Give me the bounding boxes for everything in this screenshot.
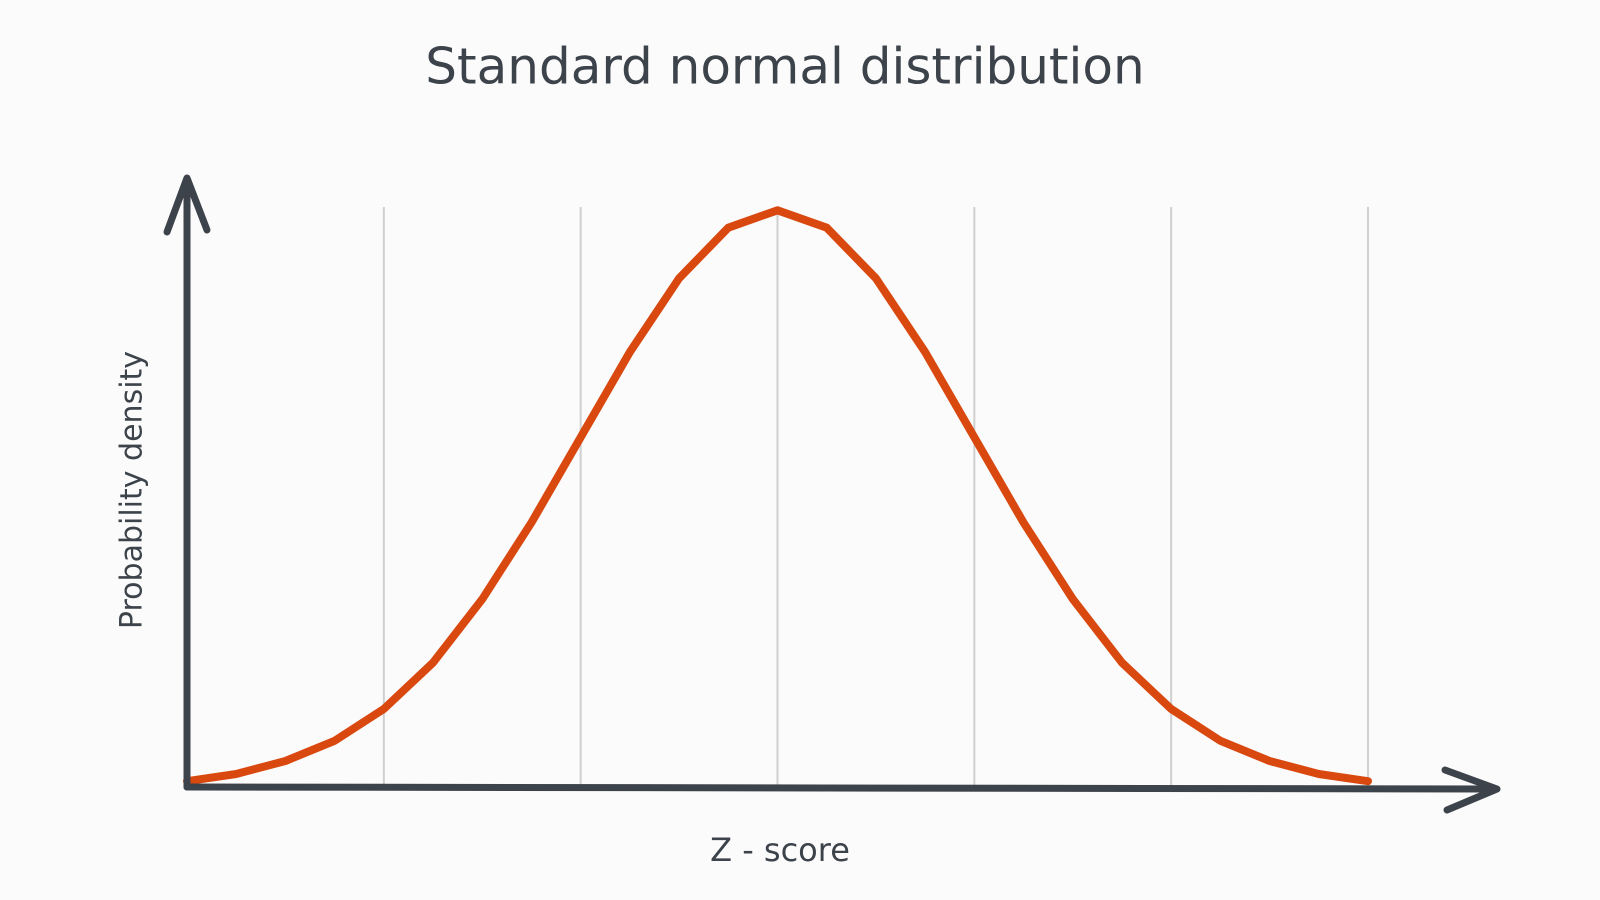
plot-area: [183, 206, 1372, 786]
x-axis: [183, 783, 1499, 793]
chart-title: Standard normal distribution: [425, 38, 1144, 96]
line-series: [183, 206, 1372, 786]
y-axis-arrow: [163, 174, 211, 236]
x-axis-label: Z - score: [710, 831, 850, 869]
axes: [163, 174, 1501, 814]
grid: [382, 207, 1369, 787]
y-axis-label: Probability density: [115, 351, 150, 629]
x-axis-arrow: [1441, 766, 1501, 814]
